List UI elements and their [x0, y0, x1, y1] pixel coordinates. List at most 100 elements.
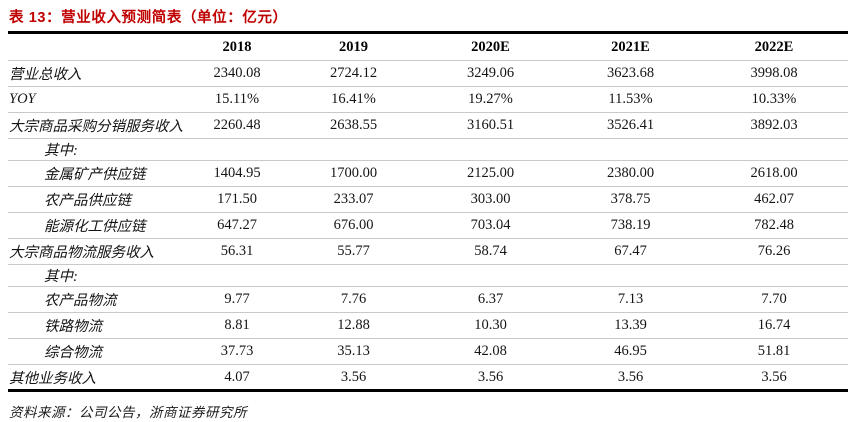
table-row: 其他业务收入 4.07 3.56 3.56 3.56 3.56	[8, 365, 848, 391]
cell-value: 76.26	[757, 243, 791, 259]
cell-value	[187, 139, 287, 161]
table-row: 其中:	[8, 265, 848, 287]
row-label: 农产品供应链	[44, 193, 131, 209]
cell-value	[420, 265, 561, 287]
row-label: 能源化工供应链	[44, 219, 146, 235]
table-row: 营业总收入 2340.08 2724.12 3249.06 3623.68 39…	[8, 61, 848, 87]
row-label: 大宗商品物流服务收入	[9, 245, 154, 261]
column-header-year: 2018	[222, 38, 252, 55]
cell-value: 56.31	[220, 243, 254, 259]
cell-value: 738.19	[610, 217, 651, 233]
table-header-row: 2018 2019 2020E 2021E 2022E	[8, 32, 848, 61]
cell-value	[700, 265, 848, 287]
cell-value: 4.07	[224, 368, 250, 385]
cell-value: 378.75	[610, 191, 651, 207]
row-label: 大宗商品采购分销服务收入	[9, 119, 183, 135]
column-header-year: 2022E	[754, 38, 794, 55]
cell-value	[700, 139, 848, 161]
column-header-year: 2019	[339, 38, 368, 55]
cell-value: 13.39	[614, 317, 647, 333]
cell-value: 9.77	[224, 291, 250, 307]
cell-value: 37.73	[220, 343, 254, 359]
cell-value: 19.27%	[468, 91, 513, 107]
cell-value: 12.88	[337, 317, 370, 333]
cell-value: 2618.00	[750, 165, 798, 181]
cell-value: 3892.03	[750, 117, 798, 133]
cell-value: 42.08	[474, 343, 507, 359]
table-row: 金属矿产供应链 1404.95 1700.00 2125.00 2380.00 …	[8, 161, 848, 187]
cell-value: 703.04	[470, 217, 511, 233]
row-label: 其中:	[44, 269, 78, 285]
column-header-year: 2020E	[471, 38, 510, 55]
table-row: 其中:	[8, 139, 848, 161]
cell-value: 6.37	[477, 291, 504, 307]
cell-value: 55.77	[337, 243, 370, 259]
cell-value: 10.33%	[751, 91, 797, 107]
column-header-empty	[8, 33, 187, 61]
cell-value	[287, 139, 420, 161]
cell-value	[561, 139, 700, 161]
cell-value: 35.13	[337, 343, 370, 359]
table-body: 营业总收入 2340.08 2724.12 3249.06 3623.68 39…	[8, 61, 848, 391]
cell-value: 15.11%	[214, 91, 260, 107]
cell-value: 2638.55	[329, 117, 378, 133]
cell-value: 2125.00	[466, 165, 515, 181]
cell-value: 51.81	[757, 343, 791, 359]
cell-value: 3526.41	[606, 117, 655, 133]
row-label: 综合物流	[44, 345, 102, 361]
cell-value	[287, 265, 420, 287]
table-row: 能源化工供应链 647.27 676.00 703.04 738.19 782.…	[8, 213, 848, 239]
row-label: YOY	[9, 91, 36, 107]
cell-value	[420, 139, 561, 161]
row-label: 其中:	[44, 143, 78, 159]
table-row: 综合物流 37.73 35.13 42.08 46.95 51.81	[8, 339, 848, 365]
table-row: 大宗商品采购分销服务收入 2260.48 2638.55 3160.51 352…	[8, 113, 848, 139]
table-row: YOY 15.11% 16.41% 19.27% 11.53% 10.33%	[8, 87, 848, 113]
row-label: 农产品物流	[44, 293, 117, 309]
row-label: 铁路物流	[44, 319, 102, 335]
row-label: 营业总收入	[9, 67, 82, 83]
cell-value: 16.41%	[331, 91, 376, 107]
cell-value: 11.53%	[608, 91, 653, 107]
cell-value: 10.30	[474, 317, 507, 333]
cell-value: 3.56	[477, 368, 504, 385]
cell-value: 2260.48	[213, 117, 261, 133]
cell-value: 3.56	[617, 368, 644, 385]
cell-value: 1700.00	[329, 165, 378, 181]
cell-value: 3623.68	[606, 65, 655, 81]
cell-value: 58.74	[474, 243, 507, 259]
cell-value	[561, 265, 700, 287]
cell-value: 67.47	[614, 243, 647, 259]
cell-value: 46.95	[614, 343, 647, 359]
cell-value	[187, 265, 287, 287]
table-row: 农产品物流 9.77 7.76 6.37 7.13 7.70	[8, 287, 848, 313]
cell-value: 462.07	[754, 191, 794, 207]
cell-value: 171.50	[217, 191, 257, 207]
table-row: 铁路物流 8.81 12.88 10.30 13.39 16.74	[8, 313, 848, 339]
cell-value: 8.81	[224, 317, 250, 333]
cell-value: 2380.00	[606, 165, 655, 181]
cell-value: 233.07	[333, 191, 374, 207]
table-title: 表 13：营业收入预测简表（单位：亿元）	[9, 10, 288, 26]
cell-value: 3160.51	[466, 117, 515, 133]
cell-value: 3.56	[340, 368, 367, 385]
cell-value: 3998.08	[750, 65, 798, 81]
cell-value: 3249.06	[466, 65, 515, 81]
cell-value: 7.13	[617, 291, 644, 307]
cell-value: 1404.95	[213, 165, 261, 181]
table-row: 大宗商品物流服务收入 56.31 55.77 58.74 67.47 76.26	[8, 239, 848, 265]
cell-value: 2724.12	[329, 65, 378, 81]
cell-value: 7.76	[340, 291, 367, 307]
cell-value: 7.70	[761, 291, 787, 307]
cell-value: 782.48	[754, 217, 794, 233]
cell-value: 2340.08	[213, 65, 261, 81]
cell-value: 16.74	[757, 317, 791, 333]
cell-value: 676.00	[333, 217, 374, 233]
column-header-year: 2021E	[611, 38, 650, 55]
row-label: 金属矿产供应链	[44, 167, 146, 183]
row-label: 其他业务收入	[9, 370, 96, 387]
cell-value: 3.56	[761, 368, 787, 385]
table-row: 农产品供应链 171.50 233.07 303.00 378.75 462.0…	[8, 187, 848, 213]
source-note: 资料来源：公司公告，浙商证券研究所	[9, 405, 247, 420]
